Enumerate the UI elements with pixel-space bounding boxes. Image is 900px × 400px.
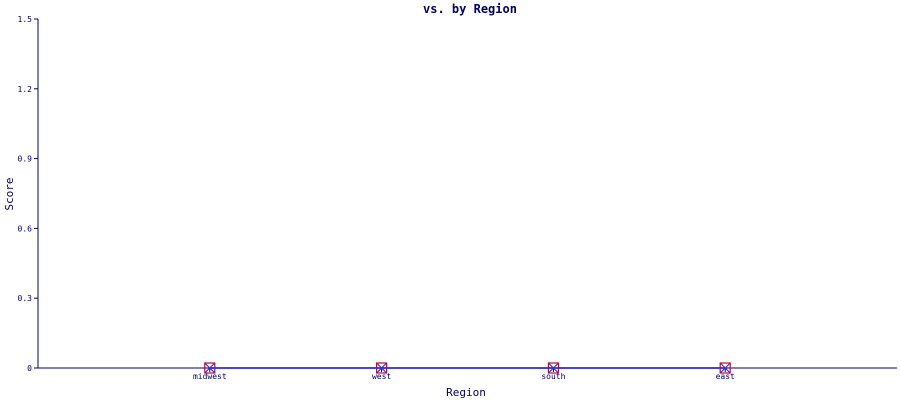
series-point-cross (547, 362, 559, 374)
y-tick-label: 0 (27, 364, 32, 373)
y-tick-label: 0.6 (18, 224, 33, 233)
series-point-cross (719, 362, 731, 374)
chart-title: vs. by Region (423, 2, 517, 16)
y-tick-label: 1.5 (18, 15, 33, 24)
y-tick-label: 0.3 (18, 294, 33, 303)
x-axis-label: Region (446, 386, 486, 399)
y-tick-label: 0.9 (18, 155, 33, 164)
x-tick-label: midwest (193, 372, 227, 381)
y-tick-label: 1.2 (18, 85, 33, 94)
series-point-cross (204, 362, 216, 374)
y-axis-label: Score (3, 177, 16, 210)
series-point-cross (376, 362, 388, 374)
x-tick-label: east (716, 372, 735, 381)
x-tick-label: south (541, 372, 565, 381)
x-tick-label: west (372, 372, 391, 381)
x-ticks: midwest west south east (193, 368, 735, 381)
y-ticks: 0 0.3 0.6 0.9 1.2 1.5 (18, 15, 38, 373)
series-layer (204, 362, 731, 374)
